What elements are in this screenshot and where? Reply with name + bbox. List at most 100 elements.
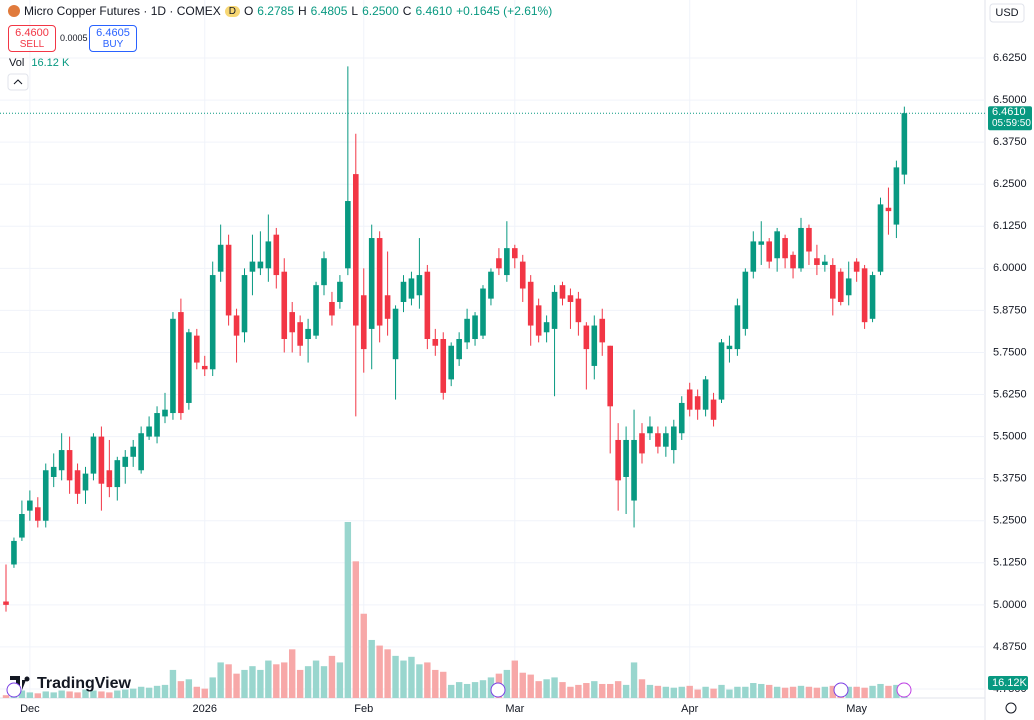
volume-bar: [296, 669, 304, 698]
volume-bar: [153, 685, 161, 698]
sell-button[interactable]: 6.4600 SELL: [8, 25, 56, 52]
volume-bar: [185, 679, 193, 698]
candle-body: [655, 433, 661, 447]
volume-bar: [273, 664, 280, 698]
label: L: [351, 4, 359, 18]
candle-body: [376, 238, 383, 326]
candle-body: [368, 238, 375, 329]
volume-bar: [344, 522, 352, 698]
candle-body: [456, 339, 462, 360]
candle-body: [559, 285, 566, 299]
candle-body: [201, 365, 208, 370]
volume-bar: [440, 671, 447, 698]
volume-bar: [2, 695, 10, 698]
settings-icon[interactable]: [1005, 702, 1017, 714]
volume-bar: [805, 686, 813, 698]
symbol-logo: [8, 5, 20, 17]
volume-bar: [209, 677, 216, 698]
x-tick-label: Dec: [20, 703, 40, 715]
candle-body: [782, 238, 788, 259]
volume-bar: [432, 669, 439, 698]
candle-body: [241, 275, 248, 333]
candle-body: [885, 207, 892, 212]
candle-body: [861, 268, 868, 323]
candle-body: [432, 339, 439, 346]
candle-body: [106, 470, 113, 488]
volume-bar: [58, 690, 65, 698]
volume-bar: [114, 690, 121, 698]
candle-body: [130, 446, 136, 457]
candle-body: [702, 379, 709, 410]
volume-bar: [821, 686, 829, 698]
countdown: 05:59:50: [992, 118, 1031, 129]
candle-body: [257, 261, 264, 269]
candle-body: [519, 261, 526, 289]
candle-body: [90, 436, 97, 474]
candle-body: [138, 433, 144, 471]
candle-body: [146, 426, 152, 437]
volume-bar: [479, 680, 487, 698]
volume-bar: [455, 682, 463, 698]
volume-bar: [893, 684, 900, 698]
volume-bar: [853, 686, 860, 698]
candle-body: [607, 345, 613, 407]
currency-button[interactable]: [989, 3, 1025, 23]
volume-bar: [66, 691, 73, 698]
buy-price: 6.4605: [96, 27, 130, 39]
candle-body: [750, 241, 757, 272]
candle-body: [297, 322, 303, 346]
candle-body: [694, 396, 701, 410]
candle-body: [98, 436, 105, 484]
candle-body: [535, 305, 542, 336]
candle-body: [122, 456, 129, 467]
candle-body: [663, 433, 669, 447]
volume-bar: [217, 662, 224, 698]
candle-body: [822, 261, 828, 265]
candle-body: [424, 271, 431, 340]
candle-body: [527, 281, 534, 326]
volume-bar: [654, 685, 662, 698]
label: C: [402, 4, 412, 18]
volume-bar: [694, 689, 701, 698]
volume-bar: [26, 692, 34, 698]
volume-bar: [583, 683, 590, 698]
value: 16.12 K: [31, 57, 70, 69]
y-tick-label: 5.6250: [993, 388, 1027, 400]
y-tick-label: 5.5000: [993, 431, 1027, 443]
candle-body: [42, 470, 49, 521]
volume-bar: [861, 687, 868, 698]
volume-bar: [193, 686, 200, 698]
volume-bar: [312, 660, 320, 698]
volume-bar: [535, 681, 542, 698]
y-tick-label: 6.6250: [993, 52, 1027, 64]
volume-bar: [368, 639, 375, 698]
candle-body: [869, 275, 876, 319]
volume-legend: Vol 16.12 K: [9, 57, 69, 69]
buy-button[interactable]: 6.4605 BUY: [89, 25, 137, 52]
volume-bar: [98, 691, 105, 698]
volume-bar: [137, 686, 145, 698]
event-icons[interactable]: [6, 682, 912, 698]
volume-bar: [201, 688, 208, 698]
spread: 0.0005: [60, 33, 88, 43]
candle-body: [170, 318, 176, 414]
volume-bar: [34, 693, 41, 698]
volume-bar: [448, 684, 455, 698]
volume-bar: [471, 682, 479, 698]
volume-axis-label: 16.12K: [992, 677, 1028, 689]
volume-bar: [845, 686, 852, 698]
volume-bar: [797, 685, 805, 698]
label: Vol: [9, 57, 25, 69]
candle-body: [678, 402, 685, 434]
collapse-button[interactable]: [7, 73, 29, 91]
candle-body: [329, 301, 335, 316]
volume-bar: [829, 685, 836, 698]
candle-body: [178, 312, 184, 414]
volume-bar: [551, 677, 558, 698]
volume-bar: [638, 679, 646, 698]
volume-bar: [249, 666, 256, 698]
candle-body: [66, 450, 73, 481]
currency[interactable]: USD: [995, 7, 1018, 19]
